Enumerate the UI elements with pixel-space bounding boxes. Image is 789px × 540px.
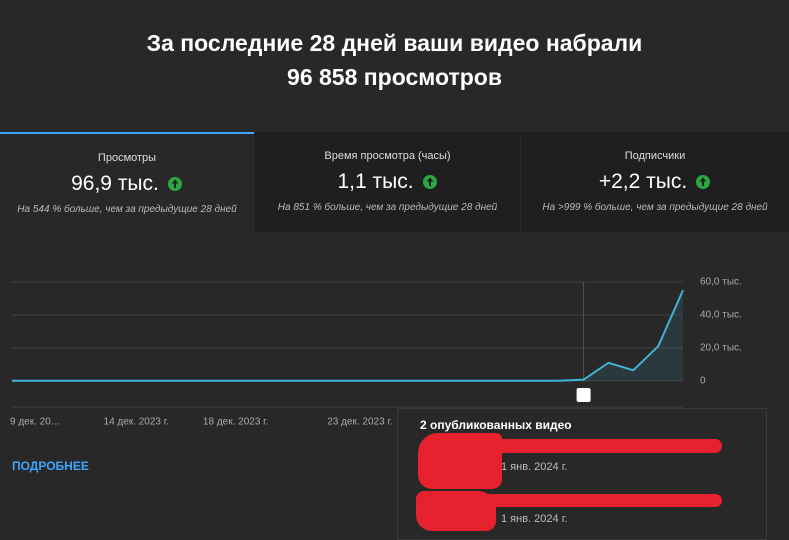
y-tick-label: 60,0 тыс. xyxy=(700,277,742,288)
header-total: 96 858 просмотров xyxy=(287,64,502,90)
y-tick-label: 20,0 тыс. xyxy=(700,343,742,354)
x-tick-label: 14 дек. 2023 г. xyxy=(104,417,169,428)
tab-label: Подписчики xyxy=(624,150,686,162)
up-icon xyxy=(422,175,437,189)
tab[interactable]: Подписчики +2,2 тыс. На >999 % больше, ч… xyxy=(521,132,789,232)
video-date[interactable]: 1 янв. 2024 г. xyxy=(501,513,568,525)
y-tick-label: 0 xyxy=(700,376,706,387)
redaction xyxy=(458,494,722,507)
redaction xyxy=(458,439,722,453)
tab-value: 96,9 тыс. xyxy=(71,172,159,195)
popup: 2 опубликованных видео 1 янв. 2024 г. 1 … xyxy=(397,408,767,540)
tab-label: Время просмотра (часы) xyxy=(324,150,451,162)
y-tick-label: 40,0 тыс. xyxy=(700,310,742,321)
tab[interactable]: Время просмотра (часы) 1,1 тыс. На 851 %… xyxy=(255,132,520,232)
popup-title: 2 опубликованных видео xyxy=(420,418,572,432)
video-date[interactable]: 1 янв. 2024 г. xyxy=(501,461,568,473)
tab-comparison: На >999 % больше, чем за предыдущие 28 д… xyxy=(542,202,768,213)
x-tick-label: 18 дек. 2023 г. xyxy=(203,417,268,428)
header-title: За последние 28 дней ваши видео набрали xyxy=(146,30,643,56)
tab-comparison: На 851 % больше, чем за предыдущие 28 дн… xyxy=(277,202,498,213)
x-tick-label: 23 дек. 2023 г. xyxy=(327,417,392,428)
tab-label: Просмотры xyxy=(97,152,157,164)
publish-icon xyxy=(576,388,591,402)
x-tick-label: 9 дек. 20… xyxy=(10,417,61,428)
tab-value: 1,1 тыс. xyxy=(337,170,414,193)
tab-comparison: На 544 % больше, чем за предыдущие 28 дн… xyxy=(17,204,237,215)
area xyxy=(583,290,683,381)
line xyxy=(12,289,684,382)
tab-value: +2,2 тыс. xyxy=(598,170,688,193)
up-icon xyxy=(696,175,711,189)
more-link[interactable]: ПОДРОБНЕЕ xyxy=(12,459,89,473)
up-icon xyxy=(167,177,182,191)
chart: 0 20,0 тыс. 40,0 тыс. 60,0 тыс. 9 дек. 20… 14… xyxy=(10,277,742,428)
tab[interactable]: Просмотры 96,9 тыс. На 544 % больше, чем… xyxy=(0,132,254,232)
